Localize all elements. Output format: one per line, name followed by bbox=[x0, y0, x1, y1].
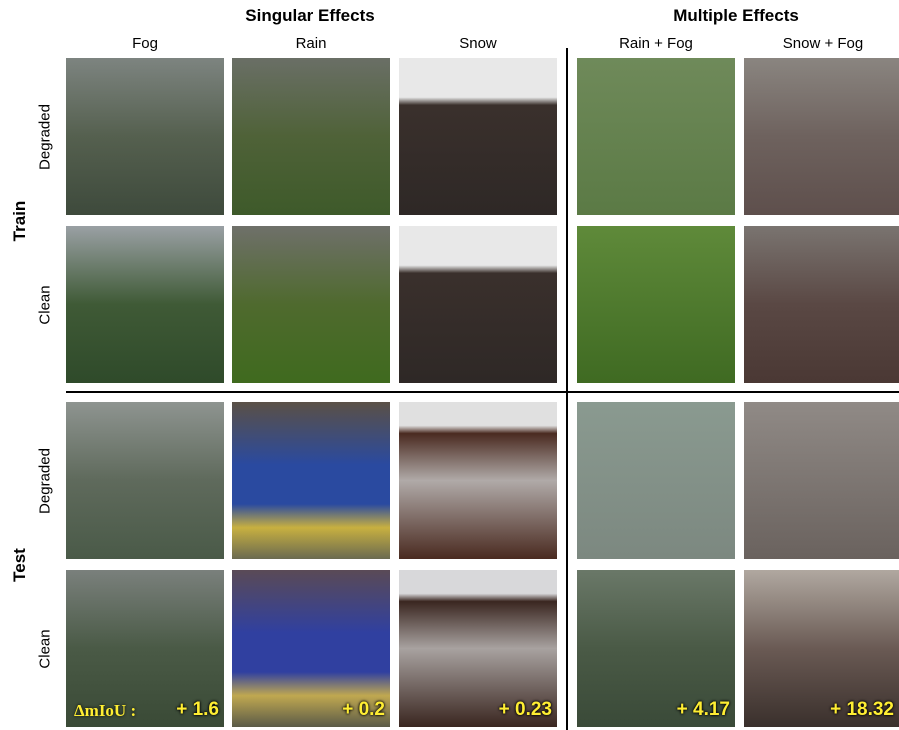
image-tile bbox=[232, 402, 390, 559]
delta-value: + 4.17 bbox=[677, 699, 730, 721]
image-tile bbox=[577, 226, 735, 383]
group-header: Multiple Effects bbox=[626, 6, 846, 26]
image-tile bbox=[577, 58, 735, 215]
column-label: Rain + Fog bbox=[577, 35, 735, 52]
metric-label: ΔmIoU : bbox=[74, 701, 136, 721]
image-tile bbox=[577, 402, 735, 559]
image-tile bbox=[66, 58, 224, 215]
group-label: Train bbox=[10, 200, 30, 241]
image-tile bbox=[744, 226, 899, 383]
column-label: Fog bbox=[66, 35, 224, 52]
image-tile bbox=[744, 402, 899, 559]
image-tile bbox=[744, 58, 899, 215]
column-label: Snow + Fog bbox=[744, 35, 899, 52]
row-label: Clean bbox=[37, 285, 54, 324]
delta-value: + 18.32 bbox=[830, 699, 894, 721]
delta-value: + 0.23 bbox=[499, 699, 552, 721]
column-label: Snow bbox=[399, 35, 557, 52]
image-tile bbox=[399, 226, 557, 383]
image-tile bbox=[232, 58, 390, 215]
group-header: Singular Effects bbox=[200, 6, 420, 26]
image-tile bbox=[66, 402, 224, 559]
delta-value: + 1.6 bbox=[176, 699, 219, 721]
group-label: Test bbox=[10, 548, 30, 582]
image-tile bbox=[399, 58, 557, 215]
row-label: Clean bbox=[37, 629, 54, 668]
image-tile bbox=[232, 226, 390, 383]
divider bbox=[566, 48, 568, 730]
row-label: Degraded bbox=[37, 448, 54, 514]
figure: Singular Effects Multiple Effects (() =>… bbox=[0, 0, 899, 730]
row-label: Degraded bbox=[37, 104, 54, 170]
column-label: Rain bbox=[232, 35, 390, 52]
image-tile bbox=[66, 226, 224, 383]
divider bbox=[66, 391, 899, 393]
delta-value: + 0.2 bbox=[342, 699, 385, 721]
image-tile bbox=[399, 402, 557, 559]
